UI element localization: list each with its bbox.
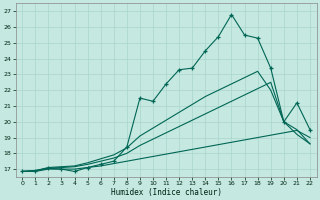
X-axis label: Humidex (Indice chaleur): Humidex (Indice chaleur) [111, 188, 221, 197]
